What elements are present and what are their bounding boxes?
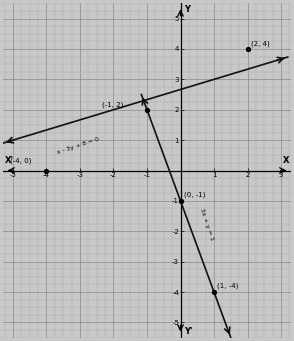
Text: X': X' <box>5 156 14 165</box>
Text: (-4, 0): (-4, 0) <box>10 158 31 164</box>
Text: Y': Y' <box>184 327 192 336</box>
Text: (-1, 2): (-1, 2) <box>102 102 123 108</box>
Text: X: X <box>283 156 289 165</box>
Text: Y: Y <box>184 5 190 14</box>
Text: (1, -4): (1, -4) <box>217 282 239 289</box>
Text: x - 3y + 8 = 0: x - 3y + 8 = 0 <box>56 136 100 155</box>
Text: 3x + y = 1: 3x + y = 1 <box>199 208 214 241</box>
Text: (0, -1): (0, -1) <box>184 192 205 198</box>
Text: (2, 4): (2, 4) <box>251 41 270 47</box>
